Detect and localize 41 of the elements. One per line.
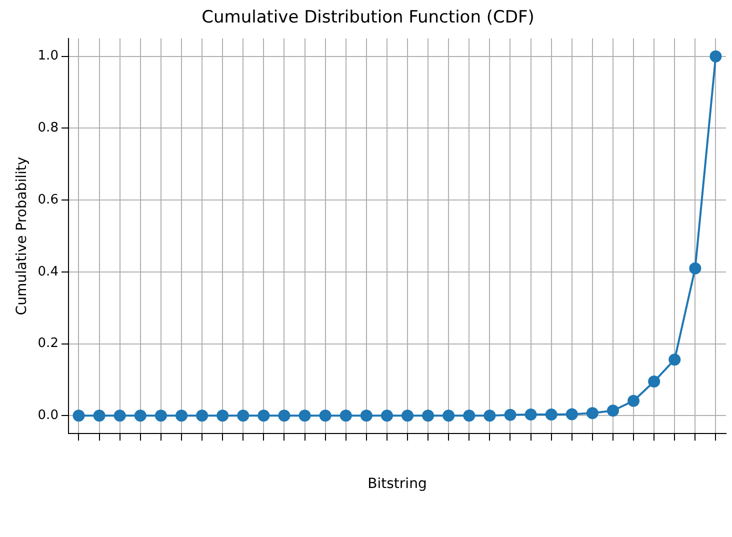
point (175, 410, 188, 422)
y-axis-title: Cumulative Probability (14, 156, 30, 316)
point (710, 50, 722, 62)
y-tick-label: 0.8 (38, 120, 58, 136)
point (422, 410, 434, 422)
point (402, 410, 414, 422)
y-tick-label: 1.0 (38, 48, 58, 64)
point (524, 408, 537, 421)
point (463, 410, 476, 422)
point (114, 410, 126, 422)
point (504, 408, 516, 421)
point (237, 410, 250, 422)
point (628, 394, 640, 407)
point (566, 408, 578, 420)
point (216, 410, 229, 422)
y-tick-label: 0.4 (38, 264, 58, 280)
point (196, 410, 208, 422)
point (689, 262, 702, 274)
point (606, 404, 619, 417)
point (298, 410, 311, 422)
point (380, 410, 393, 422)
point (545, 408, 558, 421)
point (319, 410, 332, 422)
x-axis-title: Bitstring (368, 476, 427, 492)
point (648, 376, 660, 388)
point (340, 410, 352, 422)
y-tick-label: 0.2 (38, 336, 58, 352)
point (484, 410, 496, 422)
point (258, 410, 270, 422)
chart-title: Cumulative Distribution Function (CDF) (202, 8, 534, 28)
y-tick-label: 0.0 (38, 408, 58, 424)
point (586, 407, 598, 420)
point (442, 410, 455, 422)
point (72, 410, 85, 422)
point (668, 354, 681, 366)
point (278, 410, 290, 422)
y-tick-label: 0.6 (38, 192, 58, 208)
point (360, 410, 372, 422)
point (93, 410, 106, 422)
point (134, 410, 146, 422)
point (154, 410, 167, 422)
